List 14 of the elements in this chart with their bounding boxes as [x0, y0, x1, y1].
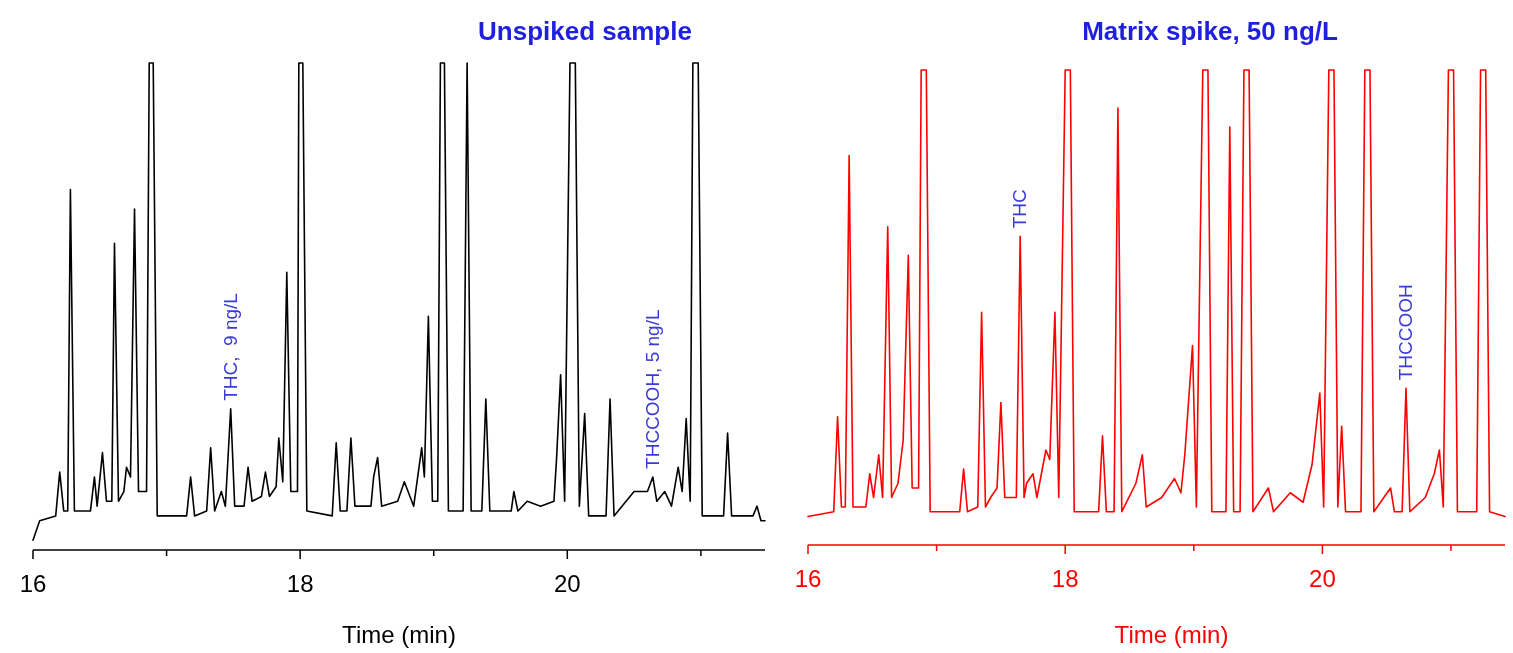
x-tick-label: 16: [794, 565, 822, 592]
chart-title: Unspiked sample: [478, 16, 692, 46]
x-axis-title: Time (min): [342, 621, 456, 648]
x-axis-title: Time (min): [1114, 621, 1229, 648]
x-tick-label: 20: [1309, 565, 1336, 592]
x-tick-label: 16: [19, 570, 47, 597]
annotation: THCCOOH, 5 ng/L: [641, 309, 663, 469]
chart-title: Matrix spike, 50 ng/L: [1082, 16, 1338, 46]
x-tick-label: 18: [286, 570, 314, 597]
annotation: THC, 9 ng/L: [219, 293, 241, 401]
x-tick-label: 20: [553, 570, 581, 597]
annotation: THCCOOH: [1394, 284, 1416, 381]
annotation: THC: [1009, 189, 1031, 229]
x-tick-label: 18: [1051, 565, 1079, 592]
